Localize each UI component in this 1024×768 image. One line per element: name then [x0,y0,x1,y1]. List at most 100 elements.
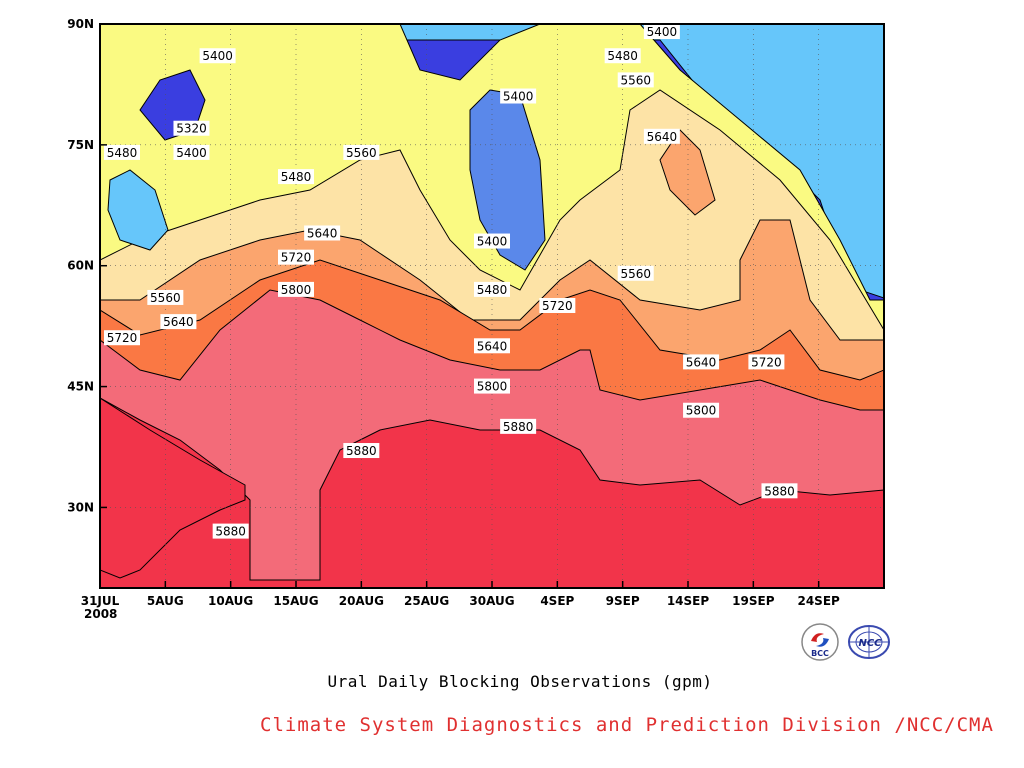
contour-label-bg [173,120,210,136]
contour-label-bg [500,418,537,434]
contour-labels: 5400 5320 5400 5480 5480 5560 5400 5400 5480 5400… [104,24,798,539]
x-tick-label: 14SEP [667,594,710,608]
ncc-logo-text: NCC [858,638,882,649]
contour-label-bg [147,289,184,305]
y-tick-label: 90N [67,17,94,31]
contour-label-text: 5400 [202,49,233,63]
contour-label: 5880 [343,443,380,459]
contour-label-bg [160,314,197,330]
contour-label-text: 5720 [751,355,782,369]
contour-label: 5640 [160,314,197,330]
contour-label: 5800 [278,281,314,297]
chart-title: Ural Daily Blocking Observations (gpm) [327,672,713,691]
contour-label: 5480 [474,281,510,297]
contour-label: 5400 [199,48,236,64]
contour-label: 5480 [278,169,314,185]
contour-label: 5640 [643,128,680,144]
y-axis-ticks: 30N 45N 60N 75N 90N [67,17,107,514]
contour-label-bg [104,144,140,160]
contour-label-text: 5560 [150,291,181,305]
contour-label: 5640 [683,354,720,370]
contour-label-bg [500,88,537,104]
contour-label-bg [104,330,140,346]
contour-label: 5720 [748,354,785,370]
contour-label-bg [748,354,785,370]
contour-label-text: 5560 [620,73,651,87]
contour-label: 5400 [643,24,680,40]
contour-label: 5880 [500,418,537,434]
contour-label-bg [617,265,654,281]
grid-lines [100,23,884,588]
band-above-5880-left [100,397,246,579]
x-tick-label: 9SEP [606,594,640,608]
contour-label-text: 5720 [107,331,138,345]
x-tick-label: 10AUG [208,594,253,608]
contour-label-text: 5320 [176,122,207,136]
contour-label-bg [304,225,341,241]
contour-label-bg [617,72,654,88]
contour-label-text: 5880 [503,420,534,434]
contour-label-text: 5800 [281,283,312,297]
contour-label-bg [643,128,680,144]
y-tick-label: 30N [67,500,94,514]
x-tick-label: 15AUG [273,594,318,608]
x-tick-label: 4SEP [540,594,574,608]
contour-label: 5400 [173,144,210,160]
contour-label-bg [343,443,380,459]
contour-label-bg [683,402,720,418]
contour-label-bg [343,144,380,160]
contour-label-text: 5720 [542,299,573,313]
contour-label-text: 5560 [346,146,377,160]
x-tick-label: 31JUL [81,594,120,608]
contour-label-bg [474,338,510,354]
contour-label-bg [173,144,210,160]
contour-label-bg [278,249,314,265]
contour-label-text: 5800 [477,380,508,394]
contour-label-text: 5640 [647,130,678,144]
contour-label-text: 5640 [307,226,338,240]
x-tick-label: 30AUG [469,594,514,608]
x-tick-label: 19SEP [732,594,775,608]
contour-label: 5640 [304,225,341,241]
x-axis-ticks: 31JUL 5AUG 10AUG 15AUG 20AUG 25AUG 30AUG 4SEP 9S… [81,581,840,608]
contour-label-text: 5640 [686,355,717,369]
contour-label-text: 5480 [107,146,138,160]
x-tick-label: 24SEP [797,594,840,608]
pool-5400-5480-left [107,169,169,251]
contour-label: 5560 [617,265,654,281]
contour-label-text: 5880 [346,444,377,458]
contour-label-text: 5640 [477,339,508,353]
contour-label: 5560 [147,289,184,305]
contour-label-text: 5480 [607,49,638,63]
x-tick-label: 5AUG [147,594,184,608]
bcc-logo: BCC [800,622,840,662]
contour-label: 5640 [474,338,510,354]
contour-label-bg [212,523,249,539]
contour-label-text: 5400 [477,235,508,249]
contour-label-text: 5480 [281,170,312,184]
contour-label-text: 5880 [764,484,795,498]
contour-label-bg [278,281,314,297]
contour-label-bg [539,298,576,313]
contour-label-bg [474,378,510,394]
contour-label-bg [604,48,641,64]
contour-label: 5320 [173,120,210,136]
contour-label-bg [474,281,510,297]
contour-label: 5800 [683,402,720,418]
contour-label-text: 5560 [620,267,651,281]
credit-line: Climate System Diagnostics and Predictio… [260,714,994,736]
contour-label-text: 5880 [215,525,246,539]
contour-label-text: 5400 [503,90,534,104]
contour-label-text: 5480 [477,283,508,297]
contour-label: 5560 [343,144,380,160]
contour-label: 5880 [761,483,798,499]
contour-label-text: 5400 [176,146,207,160]
contour-label-bg [278,169,314,185]
ncc-logo: NCC [846,622,890,662]
contour-label: 5480 [104,144,140,160]
y-tick-label: 75N [67,138,94,152]
contour-label-text: 5800 [686,404,717,418]
contour-label: 5400 [500,88,537,104]
contour-label: 5720 [539,298,576,313]
